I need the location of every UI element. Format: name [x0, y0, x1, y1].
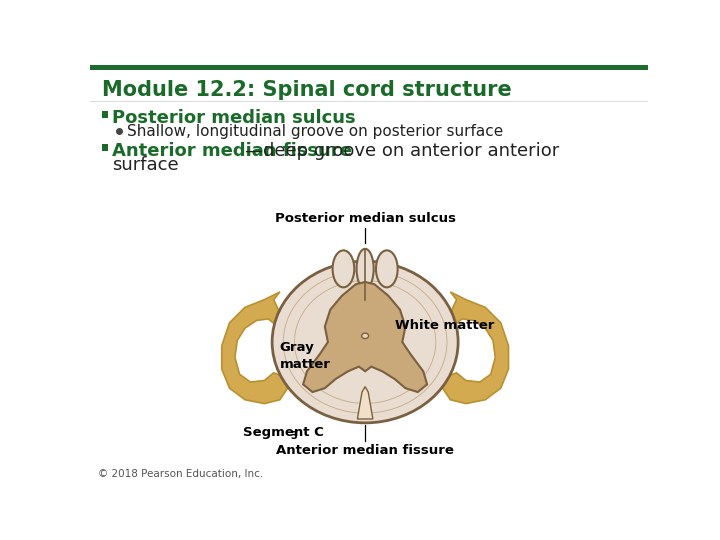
Bar: [90, 65, 648, 70]
Bar: [102, 111, 108, 118]
Text: Anterior median fissure: Anterior median fissure: [112, 142, 351, 160]
Text: —deep groove on anterior anterior: —deep groove on anterior anterior: [245, 142, 559, 160]
Polygon shape: [357, 387, 373, 419]
Text: Anterior median fissure: Anterior median fissure: [276, 444, 454, 457]
Text: surface: surface: [112, 156, 179, 174]
Text: 3: 3: [291, 431, 297, 441]
Ellipse shape: [361, 333, 369, 339]
Ellipse shape: [356, 249, 374, 289]
Text: Gray
matter: Gray matter: [280, 341, 330, 371]
Polygon shape: [443, 292, 508, 403]
Text: © 2018 Pearson Education, Inc.: © 2018 Pearson Education, Inc.: [98, 469, 263, 480]
Text: Segment C: Segment C: [243, 427, 323, 440]
Bar: [102, 144, 108, 151]
Ellipse shape: [333, 251, 354, 287]
Ellipse shape: [272, 261, 458, 423]
Text: Module 12.2: Spinal cord structure: Module 12.2: Spinal cord structure: [102, 80, 512, 100]
Polygon shape: [222, 292, 287, 403]
Text: Posterior median sulcus: Posterior median sulcus: [112, 109, 356, 127]
Text: White matter: White matter: [395, 319, 494, 332]
Text: Posterior median sulcus: Posterior median sulcus: [274, 212, 456, 225]
Ellipse shape: [376, 251, 397, 287]
Text: Shallow, longitudinal groove on posterior surface: Shallow, longitudinal groove on posterio…: [127, 124, 503, 139]
Polygon shape: [303, 282, 427, 392]
